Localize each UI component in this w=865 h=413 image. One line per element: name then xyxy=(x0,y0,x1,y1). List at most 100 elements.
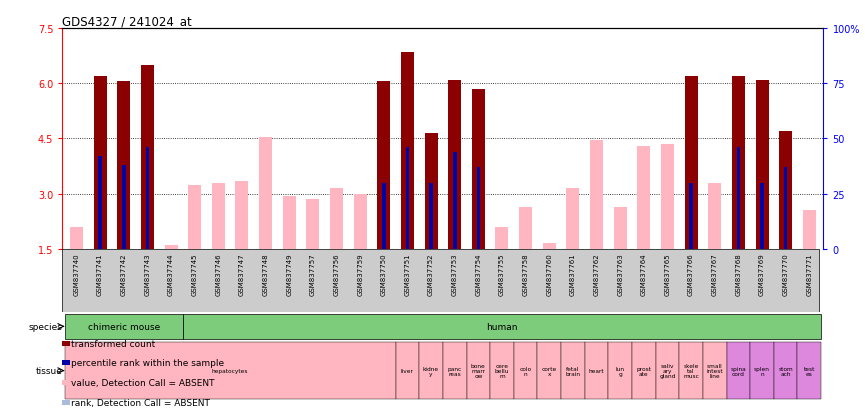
Text: heart: heart xyxy=(589,368,605,373)
Text: bone
marr
ow: bone marr ow xyxy=(471,363,486,378)
Bar xyxy=(330,189,343,249)
Bar xyxy=(679,342,703,399)
Bar xyxy=(689,183,693,249)
Text: liver: liver xyxy=(401,368,413,373)
Text: GSM837755: GSM837755 xyxy=(499,253,505,295)
Bar xyxy=(632,342,656,399)
Text: saliv
ary
gland: saliv ary gland xyxy=(659,363,676,378)
Bar xyxy=(471,90,485,249)
Bar xyxy=(212,183,225,249)
Bar xyxy=(382,183,386,249)
Text: corte
x: corte x xyxy=(541,366,557,376)
Bar xyxy=(537,342,561,399)
Text: lun
g: lun g xyxy=(616,366,625,376)
Text: human: human xyxy=(486,322,518,331)
Bar xyxy=(477,168,480,249)
Text: GSM837768: GSM837768 xyxy=(735,253,741,295)
Text: percentile rank within the sample: percentile rank within the sample xyxy=(71,358,224,368)
Bar xyxy=(425,134,438,249)
Bar xyxy=(760,183,764,249)
Bar xyxy=(93,77,106,249)
Bar xyxy=(661,145,674,249)
Text: GSM837764: GSM837764 xyxy=(641,253,647,295)
Bar xyxy=(613,207,626,249)
Bar xyxy=(750,342,774,399)
Bar xyxy=(466,342,490,399)
Text: GSM837765: GSM837765 xyxy=(664,253,670,295)
Text: GSM837758: GSM837758 xyxy=(522,253,529,295)
Bar xyxy=(727,342,750,399)
Text: chimeric mouse: chimeric mouse xyxy=(87,322,160,331)
Bar xyxy=(774,342,798,399)
Bar xyxy=(443,342,466,399)
Text: fetal
brain: fetal brain xyxy=(566,366,580,376)
Bar xyxy=(803,211,816,249)
Text: small
intest
line: small intest line xyxy=(707,363,723,378)
Bar xyxy=(65,342,395,399)
Text: GSM837745: GSM837745 xyxy=(192,253,198,295)
Bar xyxy=(638,147,650,249)
Text: GSM837750: GSM837750 xyxy=(381,253,387,295)
Bar xyxy=(70,228,83,249)
Text: GSM837741: GSM837741 xyxy=(97,253,103,295)
Bar xyxy=(145,148,149,249)
Bar xyxy=(732,77,745,249)
Text: test
es: test es xyxy=(804,366,815,376)
Bar xyxy=(590,141,603,249)
Bar xyxy=(755,81,768,249)
Text: prost
ate: prost ate xyxy=(637,366,651,376)
Text: GSM837749: GSM837749 xyxy=(286,253,292,295)
Text: GSM837766: GSM837766 xyxy=(688,253,694,295)
Bar xyxy=(354,194,367,249)
Text: GSM837743: GSM837743 xyxy=(144,253,151,295)
Text: GDS4327 / 241024_at: GDS4327 / 241024_at xyxy=(62,15,192,28)
Bar xyxy=(608,342,632,399)
Bar xyxy=(164,246,177,249)
Bar xyxy=(122,166,125,249)
Text: cere
bellu
m: cere bellu m xyxy=(495,363,509,378)
Bar xyxy=(99,157,102,249)
Bar xyxy=(784,168,787,249)
Text: stom
ach: stom ach xyxy=(778,366,793,376)
Text: GSM837748: GSM837748 xyxy=(263,253,268,295)
Text: GSM837759: GSM837759 xyxy=(357,253,363,295)
Bar xyxy=(235,181,248,249)
Text: GSM837754: GSM837754 xyxy=(476,253,481,295)
Bar xyxy=(141,66,154,249)
Text: GSM837763: GSM837763 xyxy=(618,253,623,295)
Bar xyxy=(183,314,821,339)
Bar xyxy=(453,152,457,249)
Text: species: species xyxy=(29,322,62,331)
Text: GSM837762: GSM837762 xyxy=(593,253,599,295)
Text: GSM837740: GSM837740 xyxy=(74,253,80,295)
Text: GSM837760: GSM837760 xyxy=(547,253,552,295)
Text: GSM837753: GSM837753 xyxy=(452,253,458,295)
Text: GSM837742: GSM837742 xyxy=(121,253,127,295)
Bar xyxy=(118,82,131,249)
Bar xyxy=(703,342,727,399)
Bar xyxy=(65,314,183,339)
Bar xyxy=(429,183,432,249)
Bar xyxy=(708,183,721,249)
Bar xyxy=(684,77,697,249)
Bar xyxy=(567,189,580,249)
Text: GSM837751: GSM837751 xyxy=(405,253,410,295)
Text: hepatocytes: hepatocytes xyxy=(212,368,248,373)
Text: rank, Detection Call = ABSENT: rank, Detection Call = ABSENT xyxy=(71,398,209,407)
Bar xyxy=(377,82,390,249)
Bar xyxy=(656,342,679,399)
Text: GSM837744: GSM837744 xyxy=(168,253,174,295)
Text: GSM837767: GSM837767 xyxy=(712,253,718,295)
Bar xyxy=(490,342,514,399)
Text: GSM837757: GSM837757 xyxy=(310,253,316,295)
Bar xyxy=(395,342,420,399)
Bar xyxy=(189,185,202,249)
Bar xyxy=(542,244,555,249)
Text: GSM837769: GSM837769 xyxy=(759,253,765,295)
Bar xyxy=(260,137,272,249)
Text: GSM837756: GSM837756 xyxy=(334,253,339,295)
Bar xyxy=(420,342,443,399)
Text: GSM837770: GSM837770 xyxy=(783,253,789,295)
Text: spina
cord: spina cord xyxy=(731,366,746,376)
Bar xyxy=(306,200,319,249)
